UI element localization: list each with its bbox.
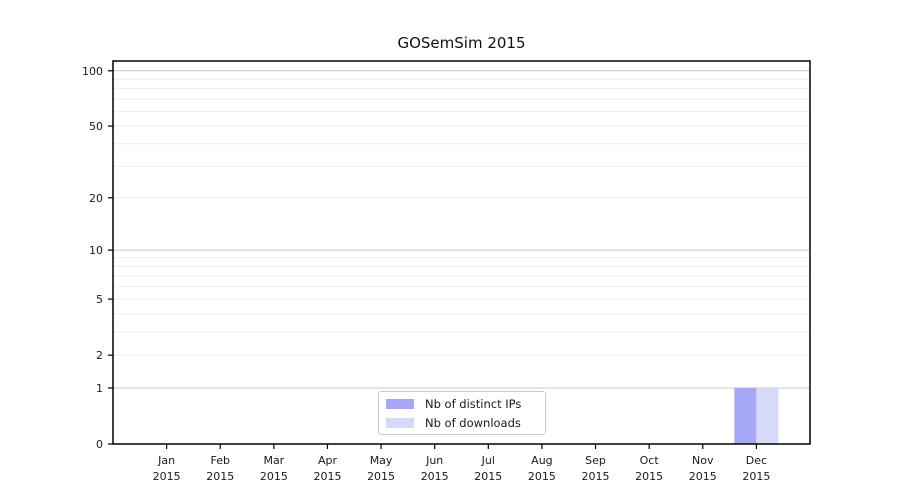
x-tick-label: Feb: [210, 454, 229, 467]
bar-downloads: [756, 387, 779, 444]
x-tick-label: 2015: [582, 470, 610, 483]
x-tick-label: 2015: [153, 470, 181, 483]
legend: Nb of distinct IPs Nb of downloads: [378, 391, 546, 435]
x-tick-label: 2015: [474, 470, 502, 483]
legend-swatch-downloads-icon: [386, 417, 414, 428]
x-tick-label: Jan: [157, 454, 175, 467]
x-tick-label: 2015: [528, 470, 556, 483]
x-tick-label: 2015: [367, 470, 395, 483]
bars: [734, 387, 779, 444]
axis-tick-labels: 0 1 2 5 10 20 50 100 Jan 2015 Feb 2015 Mar 2015 Apr 201…: [82, 65, 770, 483]
axis-ticks: [108, 70, 757, 449]
x-tick-label: 2015: [260, 470, 288, 483]
bar-distinct-ips: [734, 387, 757, 444]
x-tick-label: 2015: [206, 470, 234, 483]
plot-border: [112, 60, 811, 445]
legend-item-distinct-ips: Nb of distinct IPs: [386, 397, 545, 411]
x-tick-label: May: [370, 454, 393, 467]
y-tick-label: 10: [89, 244, 103, 257]
x-tick-label: 2015: [313, 470, 341, 483]
y-tick-label: 100: [82, 65, 103, 78]
x-tick-label: 2015: [635, 470, 663, 483]
x-tick-label: Mar: [263, 454, 284, 467]
x-tick-label: Jul: [481, 454, 495, 467]
x-tick-label: Apr: [318, 454, 338, 467]
gridlines: [113, 70, 810, 389]
axes-spines: [112, 60, 811, 445]
y-tick-label: 5: [96, 293, 103, 306]
legend-label-distinct-ips: Nb of distinct IPs: [425, 396, 522, 411]
legend-item-downloads: Nb of downloads: [386, 416, 545, 430]
y-tick-label: 50: [89, 120, 103, 133]
legend-label-downloads: Nb of downloads: [425, 415, 521, 430]
x-tick-label: Sep: [585, 454, 606, 467]
x-tick-label: Nov: [692, 454, 714, 467]
x-tick-label: Dec: [746, 454, 767, 467]
x-tick-label: 2015: [421, 470, 449, 483]
y-tick-label: 2: [96, 349, 103, 362]
x-tick-label: 2015: [742, 470, 770, 483]
x-tick-label: Oct: [640, 454, 660, 467]
x-tick-label: Jun: [425, 454, 443, 467]
chart-title: GOSemSim 2015: [397, 34, 526, 52]
legend-swatch-distinct-ips-icon: [386, 398, 414, 409]
y-tick-label: 1: [96, 382, 103, 395]
x-tick-label: Aug: [531, 454, 552, 467]
y-tick-label: 20: [89, 192, 103, 205]
y-tick-label: 0: [96, 438, 103, 451]
x-tick-label: 2015: [689, 470, 717, 483]
